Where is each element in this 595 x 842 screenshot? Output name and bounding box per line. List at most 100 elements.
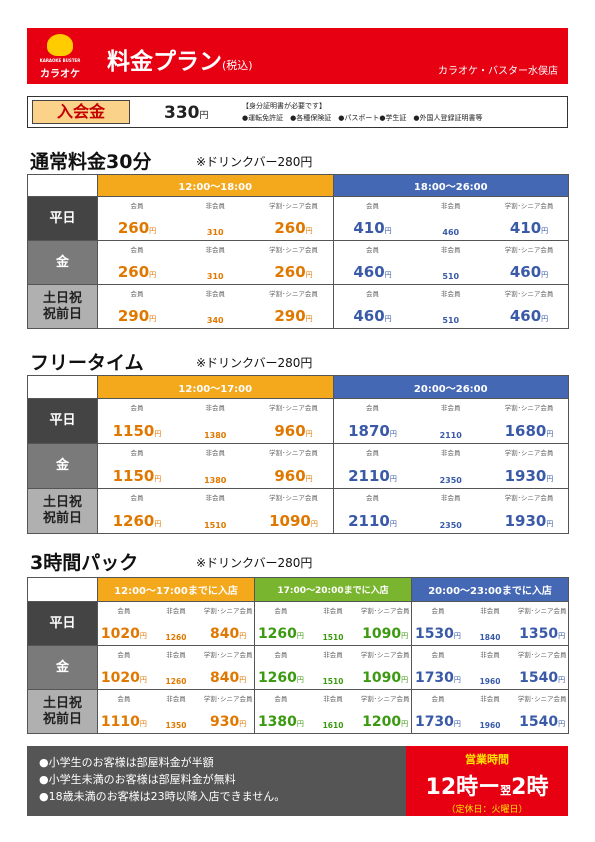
price-cell-student: 学割･シニア会員 840円 [202,645,256,690]
price-type-label: 学割･シニア会員 [360,607,410,615]
price-value: 260円 [274,219,313,237]
day-type-label: 平日 [27,398,98,444]
price-value: 1260円 [112,512,162,530]
price-cell-student: 学割･シニア会員 1090円 [254,488,334,534]
price-cell-nonmember: 非会員 310 [176,196,255,241]
price-type-label: 会員 [366,246,379,254]
price-type-label: 非会員 [205,494,226,502]
price-cell-nonmember: 非会員 310 [176,240,255,285]
price-cell-nonmember: 非会員 1960 [463,645,517,690]
price-value: 960円 [274,467,313,485]
price-value: 1510 [204,521,227,530]
price-type-label: 学割･シニア会員 [269,246,318,254]
price-cell-student: 学割･シニア会員 460円 [490,240,569,285]
price-cell-student: 学割･シニア会員 1680円 [490,398,569,444]
price-value: 1260円 [257,626,304,642]
price-value: 1350円 [519,626,566,642]
price-value: 1840 [479,633,501,642]
price-type-label: 会員 [130,494,144,502]
price-value: 1680円 [504,422,554,440]
price-value: 1260 [165,677,187,686]
price-value: 2110 [439,431,462,440]
logo-name: カラオケ [40,69,80,80]
price-value: 310 [206,272,224,281]
price-cell-member: 会員 1260円 [254,601,307,646]
price-type-label: 会員 [117,695,131,703]
price-cell-member: 会員 1260円 [97,488,176,534]
price-cell-student: 学割･シニア会員 260円 [254,196,334,241]
price-value: 260円 [274,263,313,281]
price-cell-member: 会員 460円 [332,240,412,285]
price-value: 2110円 [348,512,397,530]
drink-bar-note: ※ドリンクバー280円 [196,356,313,370]
price-type-label: 非会員 [441,404,461,412]
section-title: 通常料金30分 [30,151,152,173]
price-type-label: 非会員 [166,695,186,703]
price-type-label: 会員 [130,246,144,254]
price-value: 1090円 [362,626,409,642]
price-type-label: 学割･シニア会員 [504,202,554,210]
price-table: 12:00〜18:00 18:00〜26:00 平日 会員 260円 非会員 310 学割･シ… [27,174,569,329]
price-type-label: 非会員 [205,449,226,457]
store-name: カラオケ・バスター水俣店 [438,66,558,77]
price-value: 1380円 [257,714,304,730]
price-cell-student: 学割･シニア会員 1540円 [516,645,570,690]
price-type-label: 会員 [431,695,445,703]
price-value: 1020円 [100,626,147,642]
price-row: 平日 会員 1020円 非会員 1260 学割･シニア会員 840円 会員 1260円 非会員 15… [27,601,570,646]
tax-included-note: (税込) [222,59,253,72]
price-value: 1150円 [112,422,162,440]
price-type-label: 会員 [366,494,379,502]
price-value: 460円 [353,263,392,281]
price-type-label: 会員 [274,651,288,659]
price-value: 1540円 [519,714,566,730]
price-cell-nonmember: 非会員 1260 [149,645,203,690]
price-type-label: 非会員 [441,449,461,457]
price-cell-member: 会員 1020円 [96,645,150,690]
price-cell-nonmember: 非会員 340 [176,284,255,329]
price-cell-nonmember: 非会員 1380 [176,398,255,444]
price-value: 960円 [274,422,313,440]
price-type-label: 学割･シニア会員 [517,695,567,703]
price-row: 平日 会員 260円 非会員 310 学割･シニア会員 260円 会員 410円 非会員 460 学割… [27,196,569,241]
price-cell-member: 会員 1150円 [97,443,176,489]
logo-subtext: KARAOKE BUSTER [39,58,81,63]
price-type-label: 会員 [117,607,131,615]
time-period-header: 12:00〜17:00 [97,375,334,399]
price-value: 460円 [353,307,392,325]
day-type-label: 土日祝 祝前日 [27,689,98,734]
price-type-label: 会員 [130,449,144,457]
price-cell-member: 会員 260円 [97,240,176,285]
price-type-label: 会員 [366,449,379,457]
id-requirement-note: 【身分証明書が必要です】 ●運転免許証 ●各種保険証 ●パスポート●学生証 ●外… [242,102,483,122]
price-type-label: 学割･シニア会員 [203,651,253,659]
table-corner [27,174,98,197]
price-value: 2110円 [348,467,397,485]
price-type-label: 非会員 [205,246,226,254]
price-type-label: 学割･シニア会員 [269,404,318,412]
price-value: 1730円 [414,714,461,730]
price-type-label: 非会員 [205,290,226,298]
page-title: 料金プラン(税込) [107,49,253,75]
entry-fee-price: 330円 [164,103,209,123]
price-cell-member: 会員 1020円 [96,601,150,646]
price-type-label: 非会員 [480,607,500,615]
price-row: 金 会員 1020円 非会員 1260 学割･シニア会員 840円 会員 1260円 非会員 151… [27,645,570,690]
price-value: 1200円 [362,714,409,730]
price-table: 12:00〜17:00までに入店 17:00〜20:00までに入店 20:00〜23… [27,577,570,734]
price-value: 1530円 [414,626,461,642]
price-cell-nonmember: 非会員 1380 [176,443,255,489]
day-type-label: 金 [27,645,98,690]
price-type-label: 会員 [130,202,144,210]
price-type-label: 会員 [274,607,288,615]
price-row: 金 会員 1150円 非会員 1380 学割･シニア会員 960円 会員 2110円 非会員 235… [27,443,569,489]
price-type-label: 学割･シニア会員 [269,494,318,502]
day-type-label: 平日 [27,196,98,241]
price-cell-student: 学割･シニア会員 960円 [254,443,334,489]
price-value: 460 [442,228,460,237]
price-value: 1540円 [519,670,566,686]
price-type-label: 学割･シニア会員 [504,290,554,298]
price-value: 930円 [209,714,247,730]
price-type-label: 会員 [130,404,144,412]
price-value: 1960 [479,677,501,686]
